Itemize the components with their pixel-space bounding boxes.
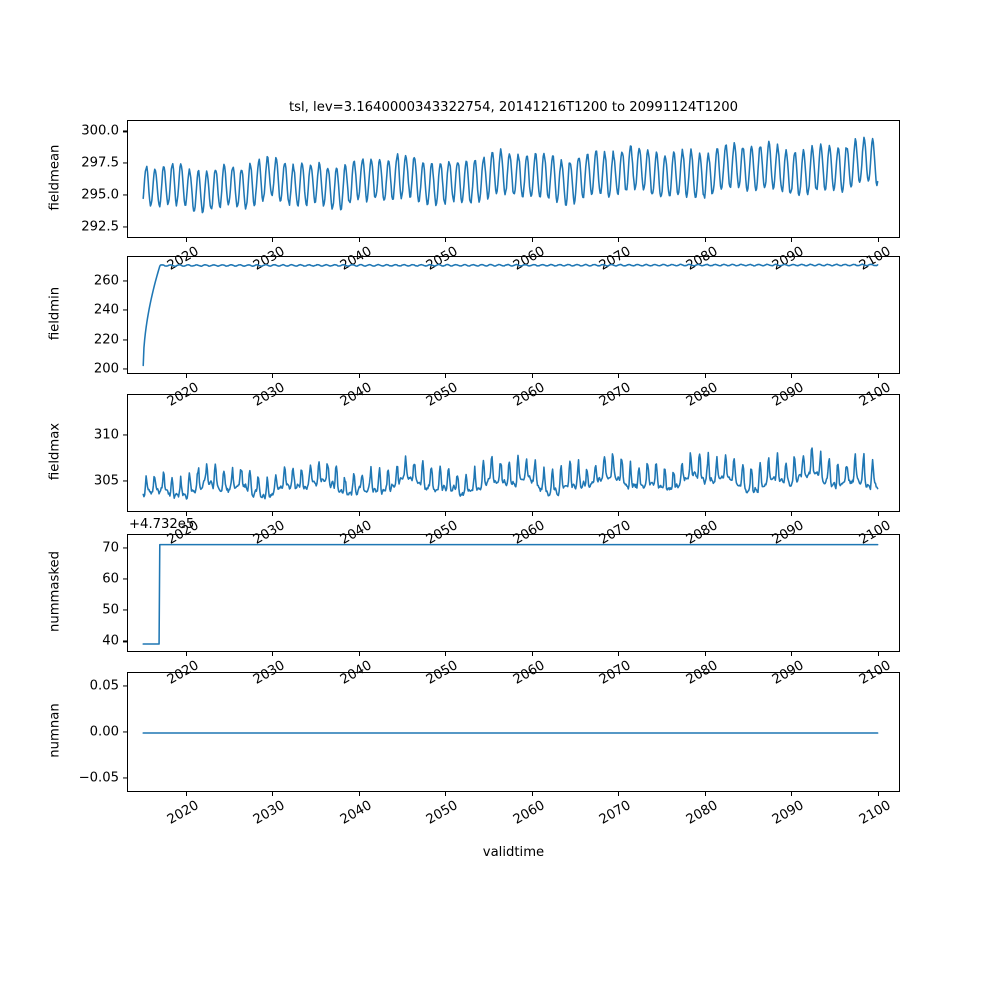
x-tick-mark-fieldmax-5: [618, 512, 620, 516]
y-tick-mark-fieldmax-0: [123, 480, 127, 482]
y-tick-label-fieldmax-1: 310: [93, 427, 119, 443]
data-line-fieldmax: [142, 447, 879, 500]
data-line-fieldmin: [142, 263, 879, 367]
x-tick-mark-fieldmax-3: [445, 512, 447, 516]
y-tick-mark-fieldmin-3: [123, 280, 127, 282]
x-tick-mark-fieldmean-7: [791, 238, 793, 242]
x-tick-mark-numnan-7: [791, 792, 793, 796]
y-tick-mark-fieldmin-2: [123, 309, 127, 311]
x-tick-mark-fieldmean-1: [272, 238, 274, 242]
x-tick-mark-fieldmax-2: [358, 512, 360, 516]
y-tick-label-numnan-0: −0.05: [78, 770, 119, 786]
plot-area-fieldmean: [142, 136, 879, 214]
x-tick-mark-fieldmean-2: [358, 238, 360, 242]
data-line-nummasked: [142, 543, 879, 645]
x-tick-mark-fieldmin-1: [272, 374, 274, 378]
y-tick-mark-numnan-0: [123, 777, 127, 779]
y-tick-mark-numnan-1: [123, 731, 127, 733]
y-axis-offset-text-nummasked: +4.732e5: [129, 517, 195, 532]
y-tick-label-fieldmean-0: 292.5: [81, 219, 119, 235]
y-tick-label-nummasked-2: 60: [102, 571, 119, 587]
x-tick-mark-numnan-1: [272, 792, 274, 796]
x-tick-mark-nummasked-3: [445, 652, 447, 656]
y-tick-label-fieldmin-1: 220: [93, 332, 119, 348]
y-tick-label-numnan-1: 0.00: [89, 724, 119, 740]
x-tick-mark-fieldmean-3: [445, 238, 447, 242]
y-tick-mark-numnan-2: [123, 685, 127, 687]
x-tick-mark-fieldmax-0: [185, 512, 187, 516]
y-tick-mark-fieldmean-3: [123, 130, 127, 132]
y-tick-mark-fieldmin-0: [123, 368, 127, 370]
y-tick-label-fieldmax-0: 305: [93, 473, 119, 489]
x-tick-mark-numnan-2: [358, 792, 360, 796]
y-tick-label-fieldmean-2: 297.5: [81, 155, 119, 171]
y-tick-label-nummasked-3: 70: [102, 540, 119, 556]
y-tick-label-fieldmin-0: 200: [93, 361, 119, 377]
x-tick-mark-nummasked-7: [791, 652, 793, 656]
x-tick-mark-numnan-5: [618, 792, 620, 796]
x-tick-mark-nummasked-8: [877, 652, 879, 656]
plot-area-nummasked: [142, 543, 879, 645]
y-tick-mark-fieldmax-1: [123, 434, 127, 436]
axes-numnan: [127, 672, 900, 792]
x-tick-mark-nummasked-0: [185, 652, 187, 656]
y-tick-label-nummasked-1: 50: [102, 602, 119, 618]
data-line-fieldmean: [142, 136, 879, 214]
x-tick-mark-fieldmin-5: [618, 374, 620, 378]
x-tick-mark-numnan-3: [445, 792, 447, 796]
x-tick-mark-nummasked-6: [704, 652, 706, 656]
x-tick-mark-fieldmin-7: [791, 374, 793, 378]
x-tick-mark-fieldmin-2: [358, 374, 360, 378]
y-tick-mark-nummasked-0: [123, 640, 127, 642]
y-tick-label-numnan-2: 0.05: [89, 678, 119, 694]
x-tick-mark-fieldmax-4: [531, 512, 533, 516]
plot-area-fieldmin: [142, 263, 879, 367]
y-tick-mark-fieldmean-1: [123, 194, 127, 196]
x-tick-mark-fieldmin-6: [704, 374, 706, 378]
x-tick-mark-nummasked-4: [531, 652, 533, 656]
y-tick-mark-nummasked-3: [123, 547, 127, 549]
y-tick-label-fieldmin-3: 260: [93, 273, 119, 289]
y-tick-label-fieldmean-1: 295.0: [81, 187, 119, 203]
x-tick-mark-numnan-0: [185, 792, 187, 796]
y-tick-mark-fieldmean-0: [123, 226, 127, 228]
axes-fieldmax: [127, 394, 900, 512]
plot-area-numnan: [142, 732, 879, 734]
figure-title: tsl, lev=3.1640000343322754, 20141216T12…: [288, 100, 739, 115]
x-tick-mark-nummasked-5: [618, 652, 620, 656]
x-tick-mark-numnan-6: [704, 792, 706, 796]
x-tick-mark-numnan-4: [531, 792, 533, 796]
x-tick-mark-fieldmin-0: [185, 374, 187, 378]
x-tick-mark-fieldmin-8: [877, 374, 879, 378]
x-tick-mark-fieldmean-4: [531, 238, 533, 242]
x-tick-mark-numnan-8: [877, 792, 879, 796]
y-tick-mark-fieldmin-1: [123, 339, 127, 341]
x-tick-mark-fieldmin-3: [445, 374, 447, 378]
x-tick-mark-nummasked-2: [358, 652, 360, 656]
y-axis-label-numnan: numnan: [47, 703, 63, 758]
axes-fieldmean: [127, 120, 900, 238]
y-tick-mark-nummasked-1: [123, 609, 127, 611]
x-tick-mark-fieldmax-6: [704, 512, 706, 516]
y-tick-label-fieldmin-2: 240: [93, 302, 119, 318]
plot-area-fieldmax: [142, 447, 879, 500]
x-tick-mark-fieldmean-0: [185, 238, 187, 242]
x-tick-mark-fieldmax-1: [272, 512, 274, 516]
x-tick-mark-fieldmean-6: [704, 238, 706, 242]
x-tick-mark-fieldmean-8: [877, 238, 879, 242]
x-tick-mark-nummasked-1: [272, 652, 274, 656]
x-tick-mark-fieldmax-8: [877, 512, 879, 516]
x-tick-mark-fieldmean-5: [618, 238, 620, 242]
y-tick-mark-fieldmean-2: [123, 162, 127, 164]
y-tick-label-nummasked-0: 40: [102, 633, 119, 649]
x-tick-mark-fieldmin-4: [531, 374, 533, 378]
axes-fieldmin: [127, 256, 900, 374]
x-tick-mark-fieldmax-7: [791, 512, 793, 516]
axes-nummasked: [127, 534, 900, 652]
y-tick-label-fieldmean-3: 300.0: [81, 123, 119, 139]
y-tick-mark-nummasked-2: [123, 578, 127, 580]
x-axis-label: validtime: [482, 845, 545, 860]
